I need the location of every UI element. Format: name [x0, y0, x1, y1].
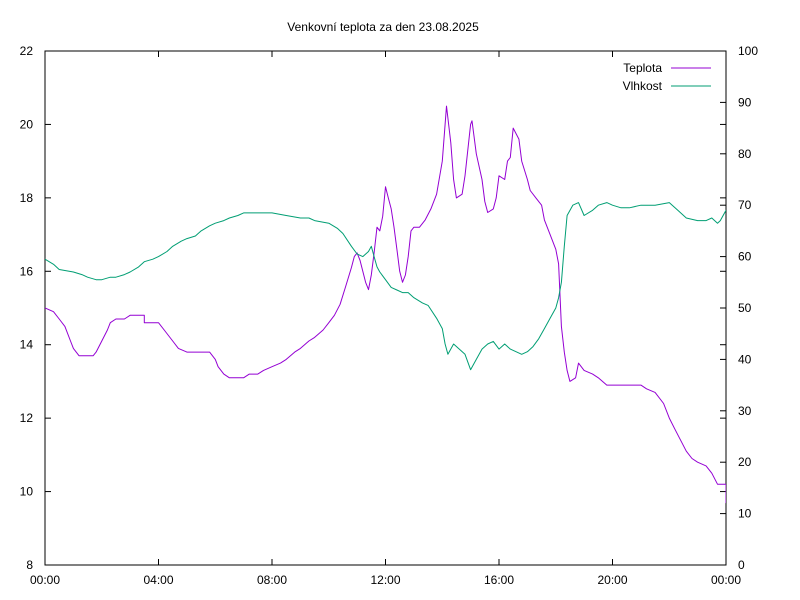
y-tick-label: 12 — [20, 411, 34, 425]
series-line-teplota — [45, 105, 726, 504]
y-tick-label: 16 — [20, 264, 34, 278]
y-tick-label: 20 — [20, 117, 34, 131]
series-lines — [45, 105, 726, 504]
y-tick-label: 10 — [20, 485, 34, 499]
x-tick-label: 04:00 — [143, 573, 173, 587]
y2-tick-label: 100 — [738, 44, 758, 58]
x-tick-label: 12:00 — [370, 573, 400, 587]
legend-label-teplota: Teplota — [623, 61, 662, 75]
y2-tick-label: 80 — [738, 147, 752, 161]
y-tick-label: 18 — [20, 191, 34, 205]
y2-tick-label: 70 — [738, 198, 752, 212]
y2-tick-label: 10 — [738, 507, 752, 521]
y-tick-label: 8 — [26, 558, 33, 572]
legend-label-vlhkost: Vlhkost — [623, 79, 663, 93]
y-tick-label: 22 — [20, 44, 34, 58]
x-tick-label: 20:00 — [597, 573, 627, 587]
plot-frame — [44, 50, 727, 566]
y2-tick-label: 50 — [738, 301, 752, 315]
x-tick-label: 00:00 — [711, 573, 741, 587]
x-tick-label: 00:00 — [30, 573, 60, 587]
x-tick-label: 16:00 — [484, 573, 514, 587]
y2-tick-label: 30 — [738, 404, 752, 418]
x-tick-label: 08:00 — [257, 573, 287, 587]
plot-border — [44, 50, 727, 566]
y2-tick-label: 40 — [738, 352, 752, 366]
series-line-vlhkost — [45, 202, 726, 371]
y2-tick-label: 60 — [738, 250, 752, 264]
chart-title: Venkovní teplota za den 23.08.2025 — [287, 20, 479, 34]
y2-tick-label: 20 — [738, 455, 752, 469]
y2-tick-label: 90 — [738, 95, 752, 109]
y-tick-label: 14 — [20, 338, 34, 352]
legend: Teplota Vlhkost — [623, 61, 711, 93]
y2-tick-label: 0 — [738, 558, 745, 572]
axis-ticks: 8 10 12 14 16 18 20 22 0 10 20 30 40 50 60 70 80 90 100 00:… — [20, 44, 759, 587]
